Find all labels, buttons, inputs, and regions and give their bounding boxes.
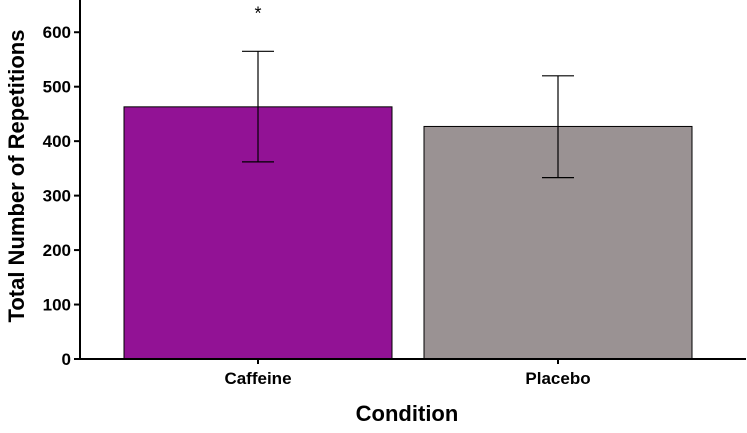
y-tick-label: 500 <box>43 78 71 97</box>
significance-marker: * <box>254 3 261 23</box>
annotations-layer: * <box>254 3 261 23</box>
y-tick-label: 400 <box>43 132 71 151</box>
y-ticks-layer: 0 100 200 300 400 500 600 <box>43 23 80 369</box>
y-tick-label: 300 <box>43 187 71 206</box>
bars-layer <box>123 106 693 360</box>
y-tick-label: 100 <box>43 296 71 315</box>
y-tick-label: 600 <box>43 23 71 42</box>
x-category-label: Caffeine <box>224 369 291 388</box>
y-axis-title: Total Number of Repetitions <box>4 30 29 323</box>
x-axis-title: Condition <box>356 401 459 426</box>
y-tick-label: 200 <box>43 241 71 260</box>
x-category-labels-layer: Caffeine Placebo <box>224 359 591 388</box>
error-bars-layer <box>242 50 574 179</box>
y-tick-label: 0 <box>62 350 71 369</box>
x-category-label: Placebo <box>525 369 590 388</box>
